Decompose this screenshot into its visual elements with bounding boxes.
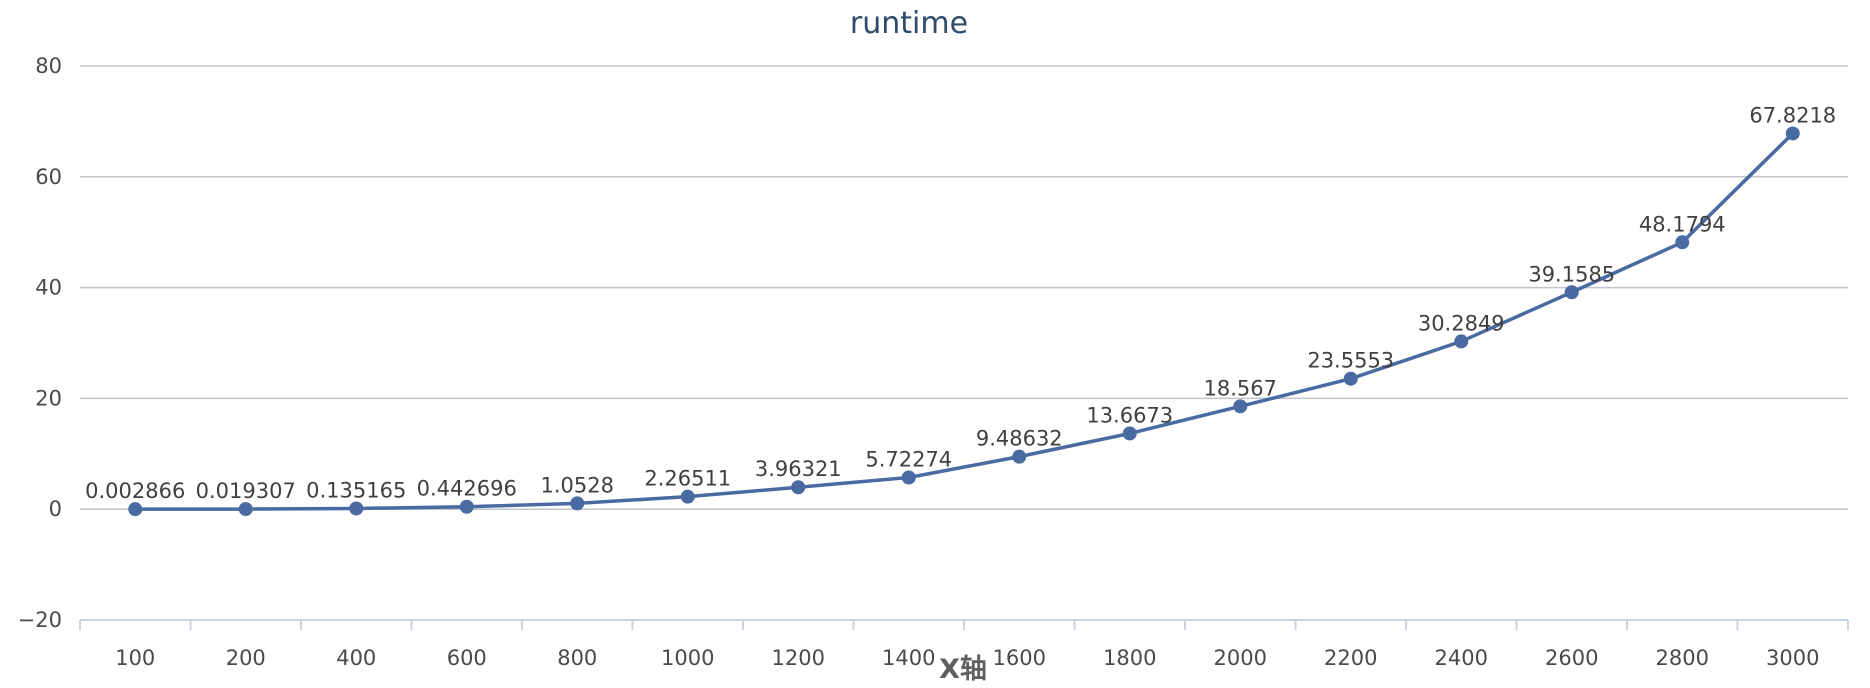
data-label: 18.567 xyxy=(1204,376,1277,400)
data-point xyxy=(1122,426,1137,441)
data-label: 23.5553 xyxy=(1307,349,1394,373)
data-point xyxy=(901,470,916,485)
x-tick-label: 2400 xyxy=(1435,646,1488,670)
data-label: 2.26511 xyxy=(644,467,731,491)
x-tick-label: 1400 xyxy=(882,646,935,670)
data-label: 39.1585 xyxy=(1528,262,1615,286)
data-label: 0.002866 xyxy=(85,479,185,503)
data-point xyxy=(1454,334,1469,349)
x-tick-label: 3000 xyxy=(1766,646,1819,670)
data-label: 0.442696 xyxy=(417,477,517,501)
data-label: 5.72274 xyxy=(865,447,952,471)
x-axis-title: X轴 xyxy=(939,654,987,685)
data-point xyxy=(349,501,364,516)
x-tick-label: 1800 xyxy=(1103,646,1156,670)
y-axis-tick-labels: −20 0 20 40 60 80 xyxy=(18,54,62,632)
data-label: 30.2849 xyxy=(1418,311,1505,335)
data-point xyxy=(680,489,695,504)
data-point xyxy=(570,496,585,511)
y-tick-label: 60 xyxy=(35,165,62,189)
y-tick-label: 0 xyxy=(49,497,62,521)
data-point xyxy=(128,502,143,517)
data-point xyxy=(1343,371,1358,386)
data-label: 0.135165 xyxy=(306,478,406,502)
y-tick-label: −20 xyxy=(18,608,62,632)
data-point xyxy=(1233,399,1248,414)
y-tick-label: 80 xyxy=(35,54,62,78)
y-tick-label: 40 xyxy=(35,276,62,300)
data-label: 48.1794 xyxy=(1639,212,1726,236)
x-tick-label: 1200 xyxy=(772,646,825,670)
x-tick-label: 100 xyxy=(115,646,155,670)
x-tick-label: 2200 xyxy=(1324,646,1377,670)
y-tick-label: 20 xyxy=(35,386,62,410)
data-labels: 0.002866 0.019307 0.135165 0.442696 1.0528 2.… xyxy=(85,103,1836,503)
data-point xyxy=(1675,235,1690,250)
chart-title: runtime xyxy=(850,6,968,41)
x-tick-label: 200 xyxy=(226,646,266,670)
x-tick-label: 400 xyxy=(336,646,376,670)
data-point xyxy=(459,499,474,514)
data-points xyxy=(128,126,1800,517)
data-point xyxy=(791,480,806,495)
x-tick-label: 600 xyxy=(447,646,487,670)
data-label: 13.6673 xyxy=(1086,403,1173,427)
x-tick-label: 2800 xyxy=(1656,646,1709,670)
series-line xyxy=(135,132,1794,511)
data-label: 9.48632 xyxy=(976,427,1063,451)
data-label: 1.0528 xyxy=(541,473,614,497)
series-line-path xyxy=(135,132,1794,511)
x-tick-label: 1000 xyxy=(661,646,714,670)
data-point xyxy=(1012,449,1027,464)
grid-lines xyxy=(80,65,1848,510)
data-point xyxy=(238,502,253,517)
x-tick-label: 800 xyxy=(557,646,597,670)
x-axis-tick-labels: 100 200 400 600 800 1000 1200 1400 1600 1800 2000 2… xyxy=(115,646,1819,670)
x-tick-label: 1600 xyxy=(993,646,1046,670)
x-tick-label: 2000 xyxy=(1214,646,1267,670)
data-label: 3.96321 xyxy=(755,457,842,481)
x-tick-label: 2600 xyxy=(1545,646,1598,670)
data-label: 0.019307 xyxy=(196,479,296,503)
x-axis xyxy=(79,619,1849,630)
data-label: 67.8218 xyxy=(1749,103,1836,127)
data-point xyxy=(1785,126,1800,141)
data-point xyxy=(1564,285,1579,300)
